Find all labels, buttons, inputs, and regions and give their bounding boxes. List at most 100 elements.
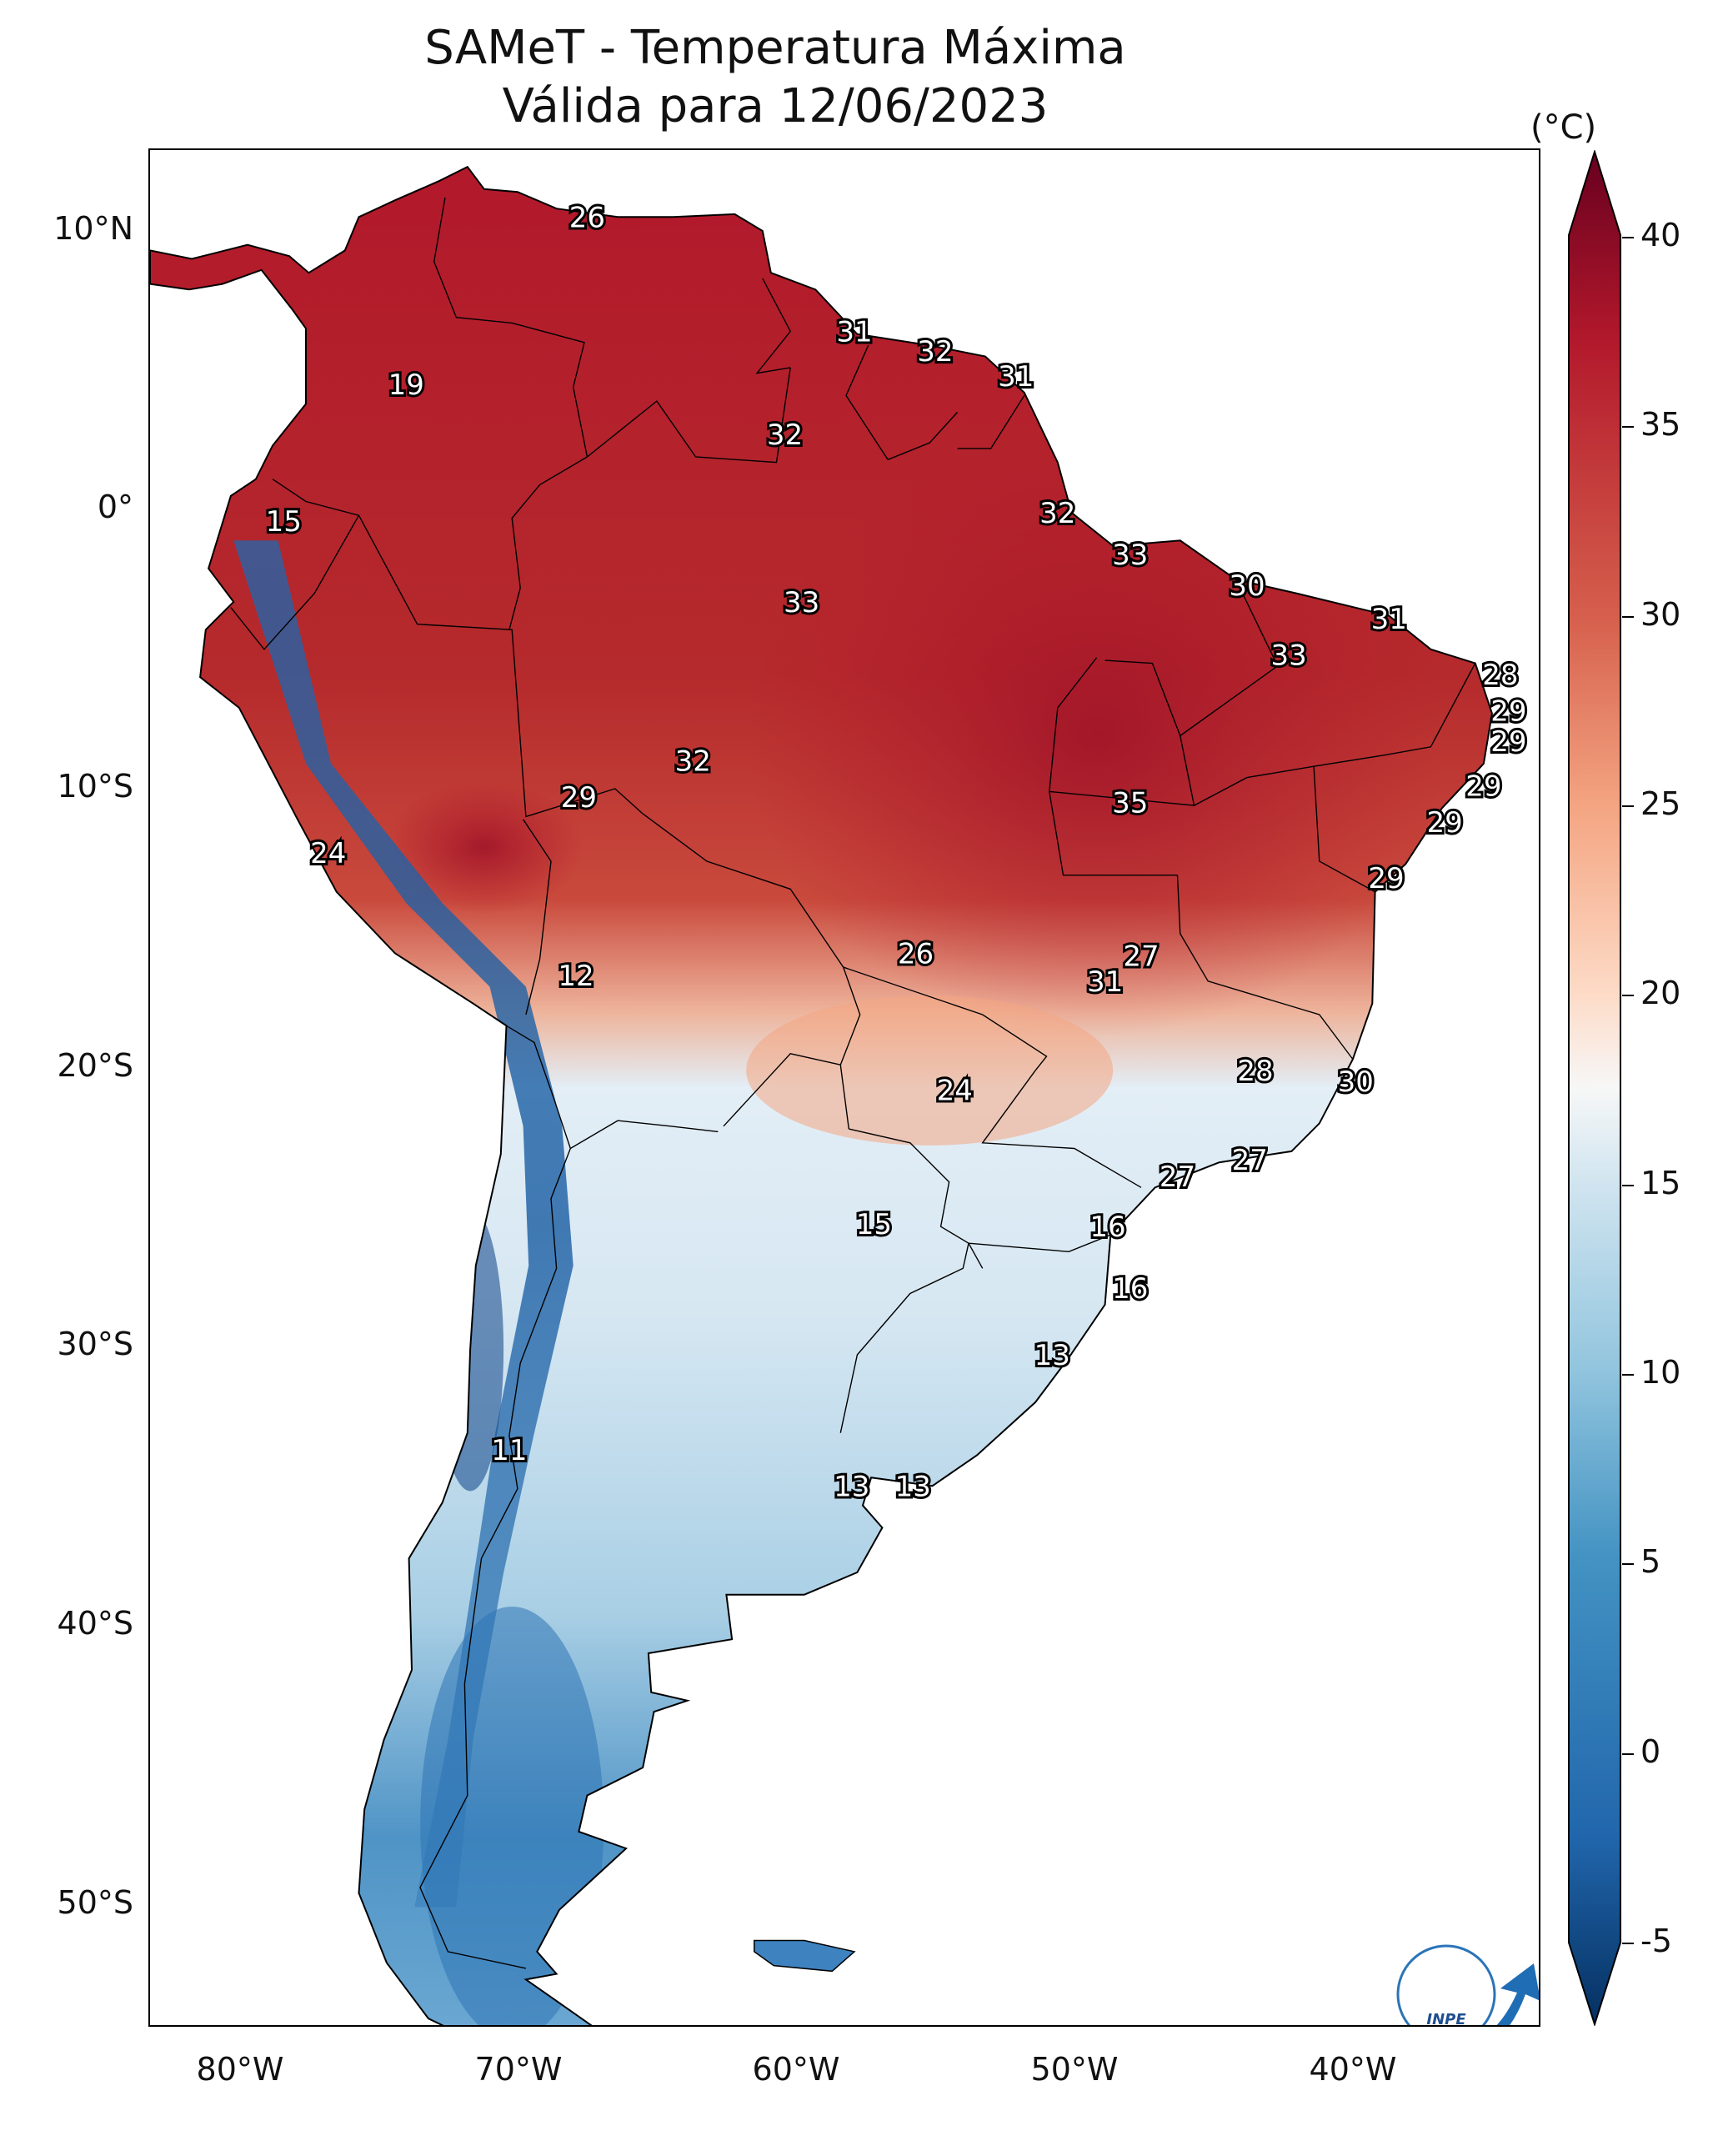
colorbar-tick-label: 0 bbox=[1640, 1732, 1661, 1770]
colorbar bbox=[1568, 150, 1621, 2026]
falkland-islands bbox=[754, 1939, 856, 1973]
colorbar-tick-label: 40 bbox=[1640, 217, 1681, 253]
border-line-17 bbox=[981, 1070, 1142, 1188]
lat-label-30s: 30°S bbox=[57, 1326, 133, 1362]
colorbar-tick-mark bbox=[1622, 1184, 1634, 1186]
temperature-label: 27 bbox=[1160, 1161, 1195, 1194]
border-line-6 bbox=[569, 1120, 719, 1150]
lon-label-70w: 70°W bbox=[474, 2051, 563, 2088]
coastline bbox=[150, 165, 1493, 2025]
colorbar-tick-label: 20 bbox=[1640, 975, 1681, 1012]
map-subtitle: Válida para 12/06/2023 bbox=[502, 79, 1049, 133]
border-line-15 bbox=[419, 1025, 572, 1969]
colorbar-tick-mark bbox=[1622, 995, 1634, 997]
colorbar-unit: (°C) bbox=[1530, 108, 1597, 147]
logo-arrow-icon bbox=[1496, 1963, 1539, 2025]
border-line-14 bbox=[433, 197, 589, 458]
lat-label-40s: 40°S bbox=[57, 1605, 133, 1642]
temperature-label: 32 bbox=[767, 419, 803, 452]
colorbar-tick-label: 25 bbox=[1640, 785, 1681, 822]
colorbar-tick-mark bbox=[1622, 426, 1634, 429]
colorbar-tick-label: 15 bbox=[1640, 1164, 1681, 1201]
colorbar-tick-mark bbox=[1622, 1563, 1634, 1566]
border-line-11 bbox=[755, 278, 792, 374]
colorbar-tick-label: 30 bbox=[1640, 595, 1681, 633]
temperature-label: 29 bbox=[1465, 770, 1501, 804]
border-line-16 bbox=[968, 1234, 1111, 1253]
colorbar-tick-mark bbox=[1622, 1374, 1634, 1376]
border-line-21 bbox=[1176, 875, 1354, 1060]
temperature-label: 28 bbox=[1237, 1055, 1273, 1088]
border-line-3 bbox=[723, 1053, 841, 1127]
border-line-12 bbox=[272, 479, 418, 625]
lon-label-40w: 40°W bbox=[1309, 2051, 1397, 2088]
temperature-label: 24 bbox=[310, 837, 346, 870]
temperature-label: 16 bbox=[1089, 1211, 1125, 1244]
border-line-22 bbox=[1313, 663, 1476, 767]
border-line-13 bbox=[230, 514, 360, 650]
lat-label-20s: 20°S bbox=[57, 1047, 133, 1084]
temperature-label: 12 bbox=[558, 960, 594, 993]
temperature-label: 35 bbox=[1112, 787, 1148, 820]
colorbar-tick-label: -5 bbox=[1640, 1923, 1672, 1959]
temperature-label: 32 bbox=[917, 335, 953, 369]
lat-label-10n: 10°N bbox=[53, 210, 133, 247]
map-frame: 26 19 31 32 31 32 15 32 33 30 33 31 33 28 29 29 32 29 35 29… bbox=[148, 148, 1540, 2027]
temperature-label: 33 bbox=[784, 586, 819, 619]
temperature-label: 13 bbox=[895, 1470, 931, 1503]
temperature-label: 19 bbox=[388, 369, 424, 402]
south-america-landmass bbox=[150, 165, 1493, 2025]
border-line-9 bbox=[957, 395, 1025, 449]
temperature-label: 24 bbox=[937, 1074, 973, 1107]
temperature-label: 16 bbox=[1112, 1272, 1148, 1306]
temperature-label: 30 bbox=[1229, 569, 1265, 603]
colorbar-tick-label: 5 bbox=[1640, 1543, 1661, 1581]
lat-label-10s: 10°S bbox=[57, 768, 133, 805]
lon-label-60w: 60°W bbox=[752, 2051, 840, 2088]
colorbar-tick-label: 10 bbox=[1640, 1354, 1681, 1391]
temperature-label: 31 bbox=[1371, 603, 1407, 636]
logo-text: INPE bbox=[1426, 2011, 1466, 2025]
inpe-logo: INPE bbox=[1396, 1944, 1539, 2025]
border-line-8 bbox=[887, 411, 959, 460]
temperature-label: 29 bbox=[1490, 694, 1526, 728]
border-line-0 bbox=[417, 624, 644, 818]
map-title: SAMeT - Temperatura Máxima bbox=[424, 21, 1126, 75]
colorbar-tick-label: 35 bbox=[1640, 406, 1681, 444]
temperature-label: 15 bbox=[856, 1208, 892, 1241]
temperature-label: 26 bbox=[898, 937, 934, 970]
border-line-1 bbox=[523, 819, 552, 1015]
lon-label-80w: 80°W bbox=[196, 2051, 284, 2088]
temperature-label: 15 bbox=[266, 505, 302, 539]
logo-ring bbox=[1396, 1944, 1496, 2025]
colorbar-tick-mark bbox=[1622, 237, 1634, 238]
lon-label-50w: 50°W bbox=[1030, 2051, 1119, 2088]
colorbar-tick-mark bbox=[1622, 1943, 1634, 1944]
temperature-label: 28 bbox=[1482, 659, 1518, 692]
temperature-label: 31 bbox=[836, 315, 872, 348]
temperature-label: 26 bbox=[569, 201, 605, 234]
border-line-23 bbox=[843, 966, 1048, 1071]
temperature-label: 29 bbox=[1426, 806, 1462, 840]
temperature-label: 13 bbox=[1034, 1339, 1070, 1372]
border-line-24 bbox=[1049, 657, 1098, 792]
temperature-label: 11 bbox=[491, 1434, 527, 1467]
temperature-label: 13 bbox=[834, 1470, 869, 1503]
temperature-label: 32 bbox=[675, 745, 711, 779]
lat-label-0: 0° bbox=[97, 489, 133, 525]
temperature-label: 27 bbox=[1123, 940, 1159, 974]
temperature-label: 29 bbox=[1368, 862, 1404, 895]
temperature-label: 33 bbox=[1112, 539, 1148, 572]
temperature-label: 31 bbox=[1087, 965, 1123, 999]
temperature-label: 27 bbox=[1232, 1144, 1268, 1177]
border-line-5 bbox=[968, 1242, 984, 1269]
temperature-label: 33 bbox=[1270, 639, 1306, 672]
lat-label-50s: 50°S bbox=[57, 1884, 133, 1921]
temperature-label: 31 bbox=[998, 360, 1034, 394]
temperature-label: 30 bbox=[1338, 1065, 1374, 1099]
colorbar-tick-mark bbox=[1622, 615, 1634, 618]
border-line-10 bbox=[845, 344, 889, 460]
temperature-label: 29 bbox=[561, 781, 597, 815]
